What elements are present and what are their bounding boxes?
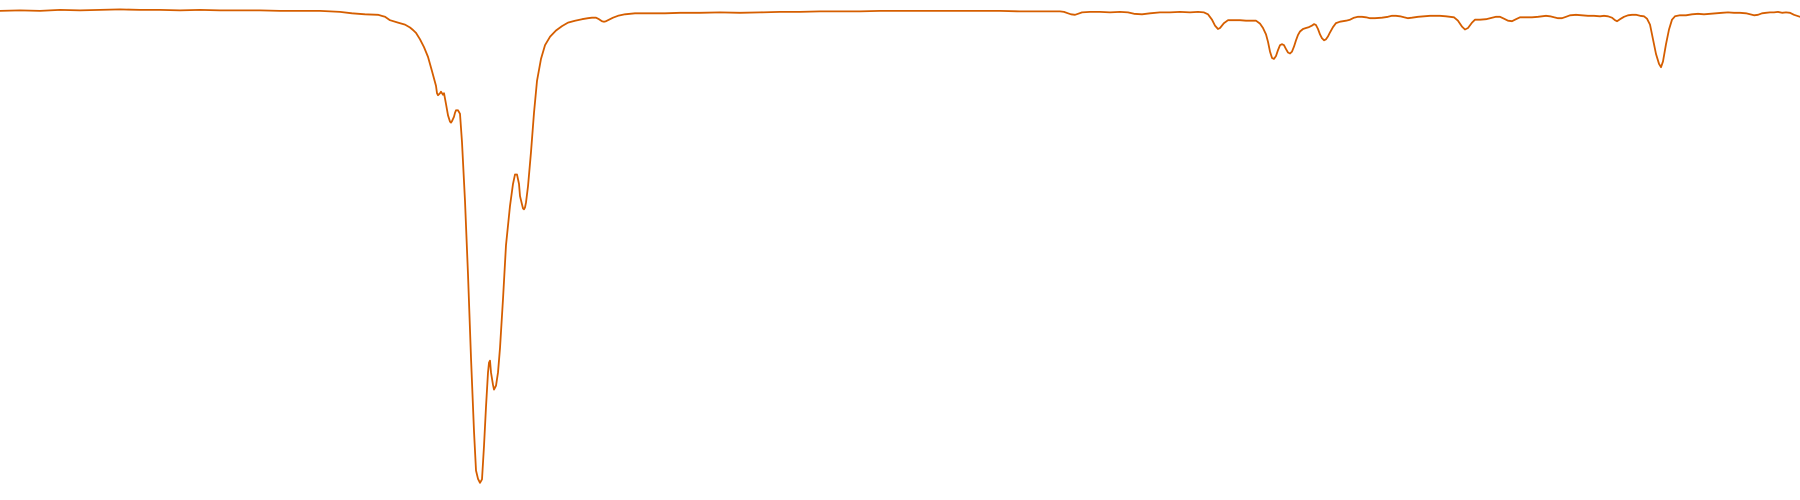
series-layer <box>0 8 1800 484</box>
series-line-0 <box>0 8 1800 484</box>
